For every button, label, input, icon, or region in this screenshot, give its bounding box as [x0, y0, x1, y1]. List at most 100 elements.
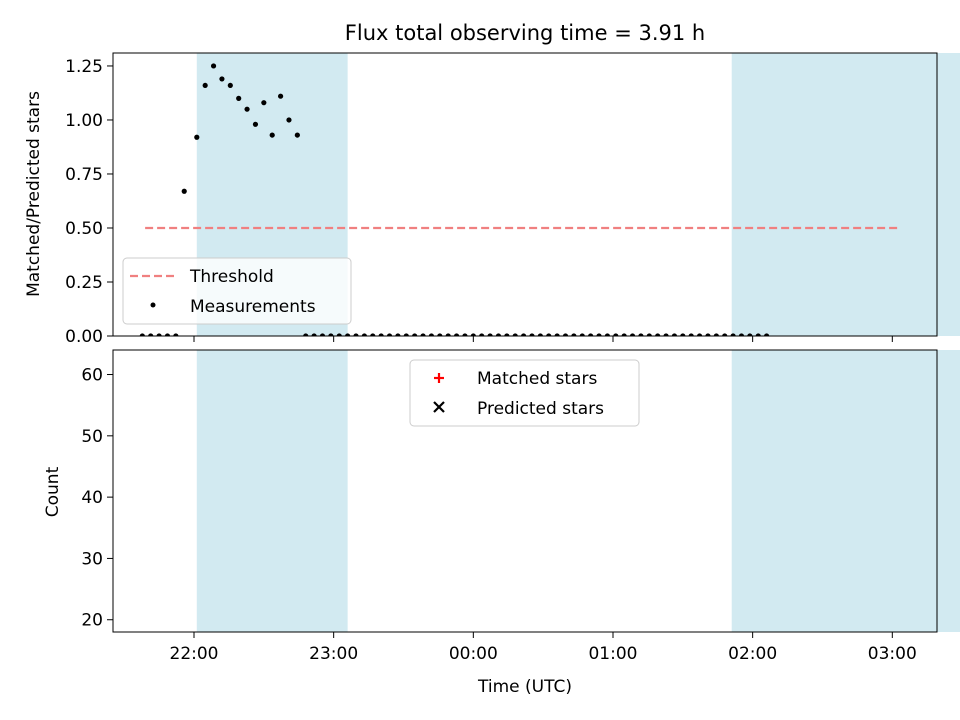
measurement-point	[361, 333, 367, 336]
measurement-point	[286, 117, 292, 123]
measurement-point	[194, 134, 200, 140]
measurement-point	[311, 333, 317, 336]
measurement-point	[546, 333, 552, 336]
measurement-point	[755, 333, 761, 336]
measurement-point	[621, 333, 627, 336]
y-tick-label: 30	[81, 549, 103, 569]
measurement-point	[156, 333, 162, 336]
measurement-point	[554, 333, 560, 336]
measurement-point	[646, 333, 652, 336]
measurement-point	[277, 93, 284, 99]
measurement-point	[604, 333, 610, 336]
y-tick-label: 0.00	[65, 327, 103, 347]
measurement-point	[730, 333, 736, 336]
threshold-legend-label: Threshold	[189, 267, 274, 287]
measurement-point	[470, 333, 476, 336]
measurement-point	[738, 333, 745, 336]
measurement-point	[412, 333, 418, 336]
measurement-point	[173, 333, 179, 336]
y-tick-label: 0.25	[65, 273, 103, 293]
measurement-point	[571, 333, 577, 336]
top-panel: 0.00 0.25 0.50 0.75 1.00 1.25	[65, 52, 960, 347]
measurement-point	[462, 333, 468, 336]
bottom-panel: 20 30 40 50 60	[81, 349, 960, 633]
measurements-series	[139, 63, 770, 336]
measurements-legend-marker	[150, 302, 156, 308]
measurement-point	[345, 333, 351, 336]
measurements-legend-label: Measurements	[190, 297, 316, 317]
measurement-point	[453, 333, 460, 336]
measurement-point	[336, 333, 342, 336]
x-axis-ticks: 22:00 23:00 00:00 01:00 02:00 03:00	[170, 336, 917, 664]
measurement-point	[613, 333, 619, 336]
top-legend: Threshold Measurements	[122, 257, 352, 325]
measurement-point	[537, 333, 543, 336]
measurement-point	[164, 333, 171, 336]
measurement-point	[261, 100, 267, 106]
shaded-region	[731, 53, 960, 336]
shaded-region	[196, 350, 348, 632]
measurement-point	[671, 333, 678, 336]
top-legend-box	[122, 257, 352, 325]
matched-stars-legend-label: Matched stars	[477, 369, 597, 389]
measurement-point	[319, 333, 326, 336]
measurement-point	[529, 333, 535, 336]
measurement-point	[764, 333, 770, 336]
measurement-point	[353, 333, 359, 336]
x-tick-label: 01:00	[588, 644, 637, 664]
measurement-point	[303, 333, 309, 336]
top-plot-frame	[112, 52, 938, 337]
measurement-point	[370, 333, 376, 336]
measurement-point	[269, 132, 275, 138]
y-tick-label: 0.75	[65, 165, 103, 185]
predicted-stars-legend-label: Predicted stars	[477, 399, 604, 419]
y-tick-label: 20	[81, 611, 103, 631]
measurement-point	[722, 333, 728, 336]
measurement-point	[403, 333, 409, 336]
y-tick-label: 1.00	[65, 111, 103, 131]
bottom-legend-box	[409, 359, 640, 427]
y-tick-label: 40	[81, 488, 103, 508]
measurement-point	[579, 333, 585, 336]
measurement-point	[504, 333, 510, 336]
measurement-point	[227, 82, 233, 89]
measurement-point	[181, 188, 187, 194]
measurement-point	[680, 333, 686, 336]
measurement-point	[445, 333, 451, 336]
measurement-point	[663, 333, 669, 336]
measurement-point	[236, 95, 242, 101]
measurement-point	[437, 333, 443, 336]
measurement-point	[148, 333, 154, 336]
measurement-point	[395, 333, 401, 336]
measurement-point	[596, 333, 602, 336]
measurement-point	[521, 333, 527, 336]
chart-title: Flux total observing time = 3.91 h	[345, 21, 705, 45]
measurement-point	[512, 333, 518, 336]
measurement-point	[705, 333, 711, 336]
bottom-legend: Matched stars Predicted stars	[409, 359, 640, 427]
x-tick-label: 00:00	[449, 644, 498, 664]
measurement-point	[487, 333, 493, 336]
measurement-point	[562, 333, 569, 336]
x-tick-label: 23:00	[309, 644, 358, 664]
x-axis-label: Time (UTC)	[477, 677, 572, 697]
measurement-point	[219, 76, 225, 82]
measurement-point	[328, 333, 334, 336]
y-tick-label: 1.25	[65, 57, 103, 77]
measurement-point	[479, 333, 485, 336]
y-tick-label: 60	[81, 366, 103, 386]
measurement-point	[629, 333, 636, 336]
shaded-region	[731, 350, 960, 632]
x-tick-label: 22:00	[170, 644, 219, 664]
measurement-point	[747, 333, 753, 336]
measurement-point	[696, 333, 703, 336]
matched-stars-legend-marker	[434, 373, 444, 383]
measurement-point	[244, 106, 250, 112]
predicted-stars-legend-marker	[433, 401, 445, 413]
measurement-point	[688, 333, 694, 336]
measurement-point	[139, 333, 145, 336]
measurement-point	[420, 333, 426, 336]
x-tick-label: 02:00	[728, 644, 777, 664]
y-tick-label: 0.50	[65, 219, 103, 239]
measurement-point	[252, 121, 259, 127]
